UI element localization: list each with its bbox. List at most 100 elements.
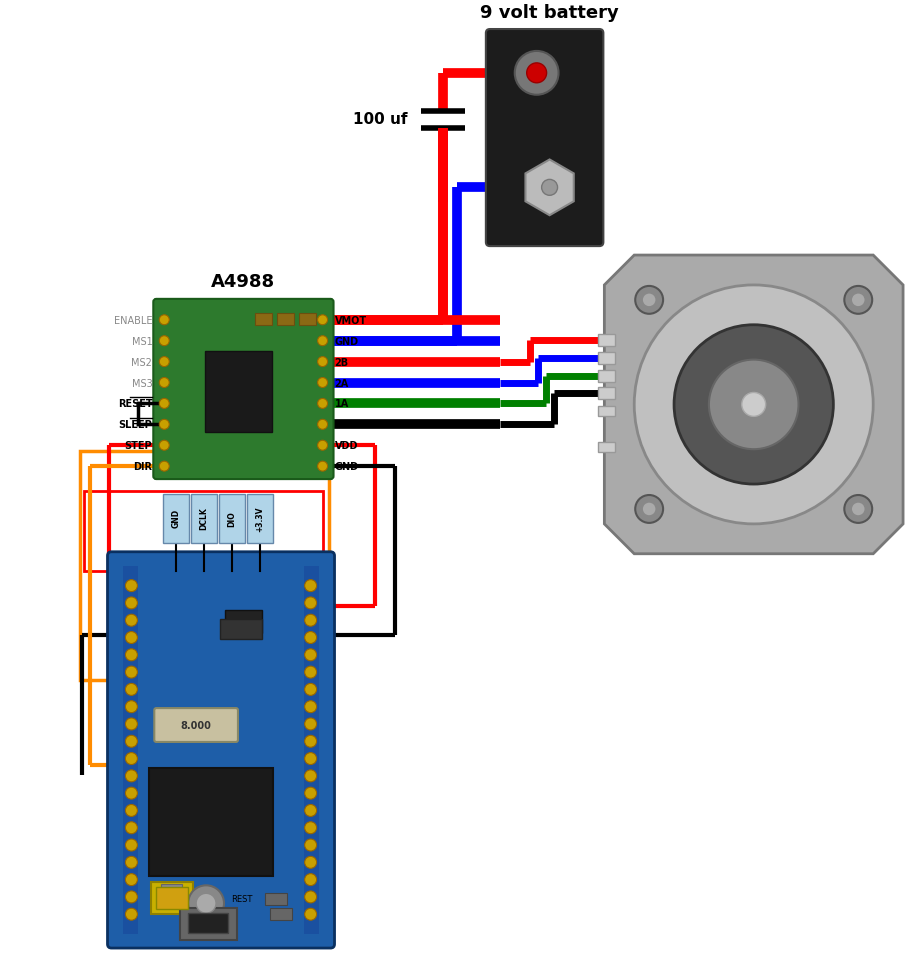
Text: VDD: VDD	[334, 441, 358, 451]
Circle shape	[196, 894, 216, 913]
FancyBboxPatch shape	[154, 708, 238, 742]
Circle shape	[159, 399, 169, 409]
Circle shape	[126, 615, 138, 627]
Circle shape	[126, 598, 138, 609]
Text: +3.3V: +3.3V	[255, 505, 264, 531]
Circle shape	[304, 770, 316, 782]
FancyBboxPatch shape	[163, 495, 189, 543]
Text: MS1: MS1	[131, 336, 152, 346]
Text: GND: GND	[334, 336, 358, 346]
FancyBboxPatch shape	[156, 887, 188, 909]
Circle shape	[304, 615, 316, 627]
Text: 8.000: 8.000	[180, 721, 211, 730]
Circle shape	[317, 357, 327, 367]
Circle shape	[541, 181, 557, 196]
Text: 1A: 1A	[334, 399, 348, 409]
Circle shape	[159, 378, 169, 388]
FancyBboxPatch shape	[486, 30, 603, 247]
FancyBboxPatch shape	[598, 334, 615, 346]
FancyBboxPatch shape	[153, 300, 333, 480]
FancyBboxPatch shape	[598, 370, 615, 382]
Circle shape	[844, 496, 871, 524]
Bar	[123, 566, 138, 934]
Text: 1B: 1B	[334, 420, 348, 430]
FancyBboxPatch shape	[149, 768, 272, 876]
Text: DIR: DIR	[133, 461, 152, 472]
FancyBboxPatch shape	[219, 495, 245, 543]
Circle shape	[708, 360, 798, 450]
Bar	[79, 452, 328, 680]
Circle shape	[126, 666, 138, 678]
Text: GND: GND	[334, 461, 358, 472]
Circle shape	[304, 598, 316, 609]
Circle shape	[304, 632, 316, 644]
Circle shape	[126, 632, 138, 644]
Circle shape	[514, 52, 558, 96]
Circle shape	[159, 336, 169, 346]
Text: DIO: DIO	[227, 510, 236, 527]
Circle shape	[304, 822, 316, 834]
Circle shape	[126, 891, 138, 903]
Circle shape	[126, 787, 138, 800]
Circle shape	[159, 420, 169, 430]
Circle shape	[304, 718, 316, 730]
Circle shape	[317, 420, 327, 430]
Circle shape	[317, 315, 327, 326]
Text: 9 volt battery: 9 volt battery	[480, 4, 619, 22]
Circle shape	[126, 804, 138, 817]
Circle shape	[304, 649, 316, 661]
FancyBboxPatch shape	[254, 313, 271, 326]
FancyBboxPatch shape	[160, 884, 181, 897]
Text: RESET: RESET	[118, 399, 152, 409]
Circle shape	[317, 441, 327, 451]
Circle shape	[304, 891, 316, 903]
Circle shape	[304, 839, 316, 851]
Circle shape	[126, 822, 138, 834]
FancyBboxPatch shape	[191, 495, 217, 543]
Circle shape	[126, 580, 138, 592]
FancyBboxPatch shape	[598, 388, 615, 400]
Circle shape	[304, 908, 316, 921]
Bar	[84, 491, 322, 571]
Circle shape	[126, 649, 138, 661]
FancyBboxPatch shape	[598, 353, 615, 364]
FancyBboxPatch shape	[205, 352, 271, 432]
Circle shape	[159, 357, 169, 367]
Circle shape	[673, 326, 833, 484]
Circle shape	[126, 683, 138, 696]
Circle shape	[159, 441, 169, 451]
Text: REST: REST	[230, 895, 252, 903]
Circle shape	[641, 293, 655, 308]
Circle shape	[126, 874, 138, 886]
Text: STEP: STEP	[125, 441, 152, 451]
FancyBboxPatch shape	[180, 908, 237, 940]
Circle shape	[304, 856, 316, 869]
Circle shape	[304, 804, 316, 817]
FancyBboxPatch shape	[247, 495, 272, 543]
Circle shape	[317, 336, 327, 346]
FancyBboxPatch shape	[298, 313, 315, 326]
FancyBboxPatch shape	[270, 908, 292, 921]
Circle shape	[126, 856, 138, 869]
Text: GND: GND	[171, 508, 180, 528]
Polygon shape	[525, 160, 573, 216]
Circle shape	[188, 885, 224, 922]
Circle shape	[635, 496, 662, 524]
Text: 100 uf: 100 uf	[353, 112, 407, 127]
Circle shape	[126, 701, 138, 713]
FancyBboxPatch shape	[264, 894, 286, 905]
FancyBboxPatch shape	[107, 553, 334, 949]
FancyBboxPatch shape	[598, 407, 615, 417]
Text: 2A: 2A	[334, 378, 348, 388]
Circle shape	[126, 735, 138, 748]
Circle shape	[304, 683, 316, 696]
Circle shape	[741, 393, 765, 417]
Text: VMOT: VMOT	[334, 315, 366, 326]
Circle shape	[126, 770, 138, 782]
Text: MS3: MS3	[131, 378, 152, 388]
FancyBboxPatch shape	[276, 313, 293, 326]
Circle shape	[850, 503, 865, 516]
Circle shape	[304, 580, 316, 592]
Text: ENABLE: ENABLE	[114, 315, 152, 326]
Circle shape	[159, 461, 169, 472]
